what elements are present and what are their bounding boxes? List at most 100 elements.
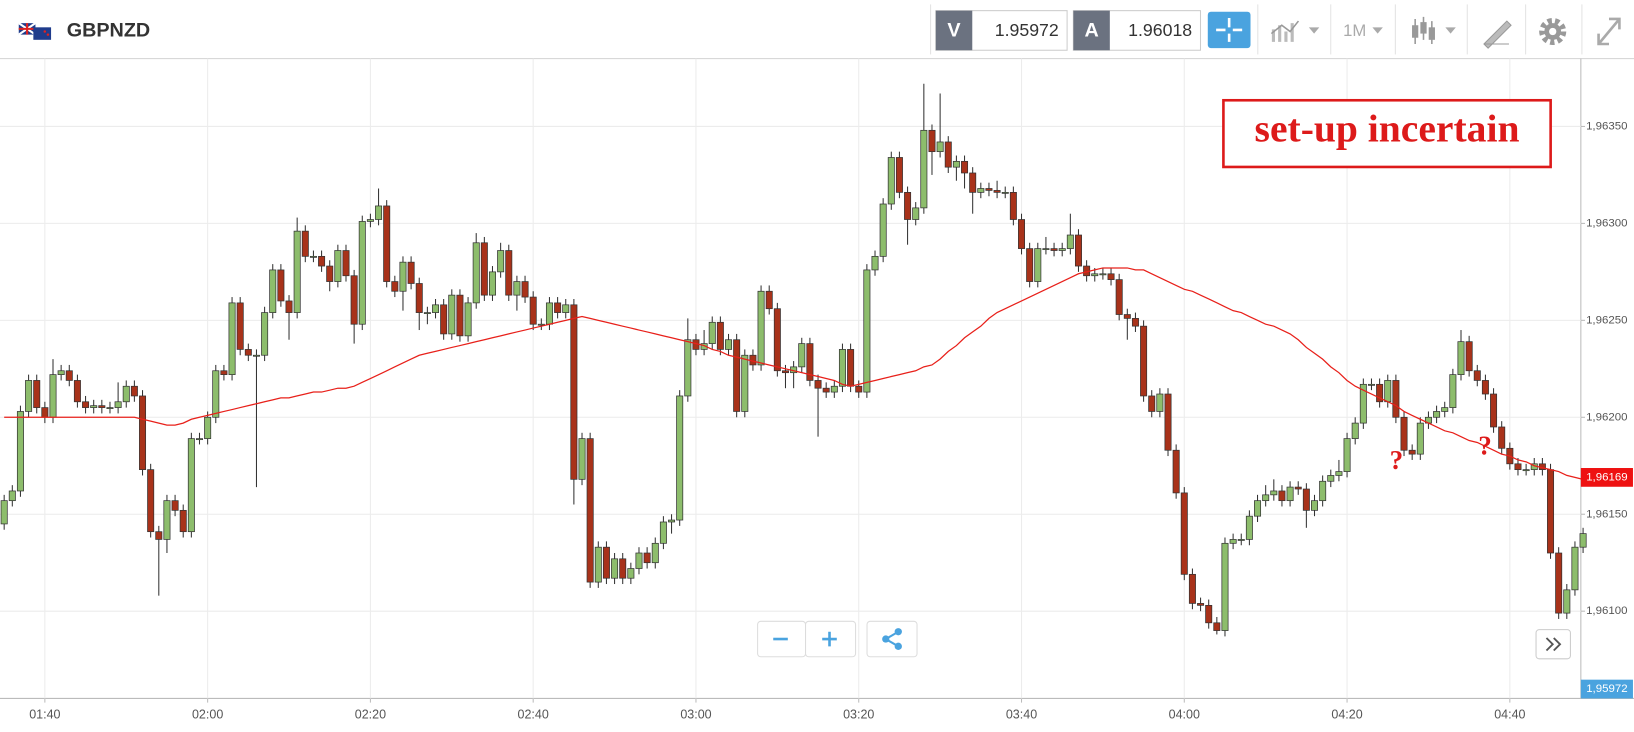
candle-body <box>489 271 496 296</box>
candle-body <box>513 281 521 296</box>
candle-icon <box>1412 25 1419 38</box>
candle-body <box>285 300 293 313</box>
candle-body <box>1254 500 1262 517</box>
candle-body <box>725 339 733 350</box>
candle-body <box>1156 393 1164 412</box>
candle-body <box>1302 488 1310 511</box>
fullscreen-button[interactable] <box>1597 17 1621 46</box>
draw-button[interactable] <box>1483 20 1512 49</box>
annotation: ? <box>1478 431 1492 461</box>
x-tick-label: 04:40 <box>1494 707 1525 721</box>
candle-body <box>98 405 106 408</box>
candle-body <box>969 172 977 193</box>
zoom-controls <box>757 620 918 658</box>
candle-body <box>1066 234 1074 249</box>
candle-body <box>1221 542 1229 631</box>
sell-label-bg <box>935 10 973 51</box>
candle-body <box>871 255 879 271</box>
candle-body <box>863 269 871 393</box>
candle-body <box>936 141 944 153</box>
candle-body <box>855 385 863 393</box>
candle-body <box>1131 318 1139 327</box>
candle-body <box>326 265 334 282</box>
candle-body <box>814 380 822 389</box>
settings-button[interactable] <box>1539 17 1567 46</box>
candle-body <box>139 395 147 470</box>
candle-body <box>432 304 440 313</box>
candle-body <box>1392 380 1400 418</box>
candle-body <box>1351 422 1359 439</box>
candle-body <box>1245 515 1253 540</box>
candle-body <box>204 416 212 439</box>
share-button[interactable] <box>866 620 918 658</box>
candle-body <box>147 469 155 533</box>
candle-body <box>1034 248 1042 282</box>
candle-body <box>480 242 488 296</box>
candle-body <box>391 281 399 292</box>
flag-cross-red <box>18 23 36 35</box>
candle-body <box>269 269 277 313</box>
candle-body <box>912 207 920 220</box>
y-tick-label: 1,96350 <box>1586 120 1627 132</box>
candle-body <box>1481 380 1489 395</box>
x-tick-label: 02:40 <box>518 707 549 721</box>
candle-body <box>155 531 163 540</box>
candle-body <box>1498 426 1506 449</box>
candle-body <box>350 275 358 325</box>
candle-body <box>472 242 480 304</box>
candle-body <box>244 349 252 356</box>
x-tick-label: 04:00 <box>1169 707 1200 721</box>
candle-body <box>1123 314 1131 319</box>
candle-body <box>456 294 464 337</box>
candle-body <box>33 380 41 408</box>
crosshair-icon <box>1216 17 1243 42</box>
candle-body <box>1237 539 1245 541</box>
candle-body <box>1547 469 1555 554</box>
candle-body <box>130 385 138 397</box>
timeframe[interactable]: 1M <box>1343 21 1366 40</box>
candle-body <box>651 542 659 564</box>
sell-price: 1.95972 <box>995 20 1059 40</box>
candle-body <box>106 407 114 409</box>
candle-body <box>1278 490 1286 502</box>
buy-label-bg <box>1073 10 1110 51</box>
y-tick-label: 1,96150 <box>1586 508 1627 520</box>
candle-body <box>1571 546 1579 591</box>
candle-body <box>847 349 855 387</box>
crosshair-button[interactable] <box>1207 11 1251 49</box>
candle-body <box>171 500 179 511</box>
caret <box>1445 27 1456 34</box>
candle-body <box>904 192 912 220</box>
candle-body <box>1416 422 1424 455</box>
last-price-label: 1,96169 <box>1586 471 1627 483</box>
candle-body <box>781 370 789 374</box>
x-tick-label: 03:00 <box>680 707 711 721</box>
candle-body <box>423 312 431 314</box>
candle-body <box>1367 383 1375 386</box>
candle-body <box>1050 248 1058 251</box>
candle-body <box>1343 438 1351 472</box>
candle-body <box>1286 486 1294 502</box>
candle-body <box>196 438 203 441</box>
candle-body <box>562 304 570 313</box>
x-tick-label: 04:20 <box>1331 707 1362 721</box>
indicator-button[interactable] <box>1270 20 1320 42</box>
candle-body <box>1449 374 1457 408</box>
candle-body <box>415 283 423 313</box>
chart-type-button[interactable] <box>1412 16 1456 44</box>
candle-body <box>1441 407 1449 412</box>
candle-body <box>668 519 676 523</box>
flag-star <box>43 30 47 33</box>
flag-nz <box>33 27 52 40</box>
y-tick-label: 1,96100 <box>1586 605 1627 617</box>
candle-body <box>757 290 765 366</box>
candle-body <box>277 269 285 302</box>
share-dot <box>882 635 890 643</box>
candle-body <box>1188 573 1196 604</box>
candle-body <box>684 339 692 397</box>
candle-body <box>293 230 301 313</box>
candle-body <box>838 349 846 387</box>
scroll-end-icon <box>1545 637 1562 652</box>
candle-body <box>90 405 98 408</box>
